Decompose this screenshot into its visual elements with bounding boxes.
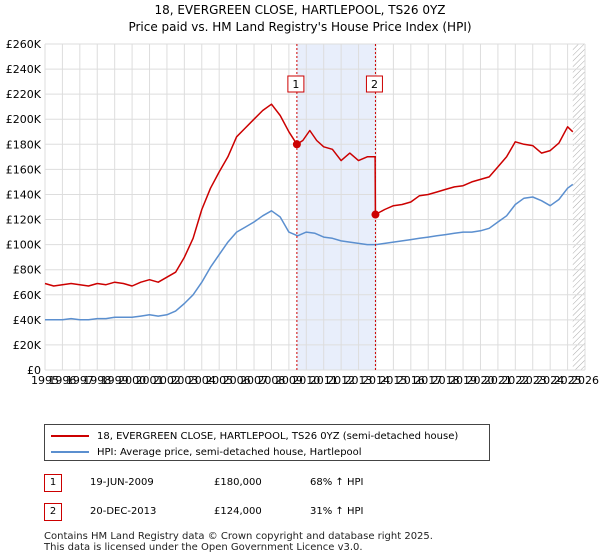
- x-tick-label: 2023: [519, 374, 547, 387]
- x-tick-label: 2019: [449, 374, 477, 387]
- ownership-period-shade: [296, 44, 376, 370]
- x-tick-label: 2007: [240, 374, 268, 387]
- sale-label-box-1: [287, 75, 305, 93]
- x-tick-label: 2024: [536, 374, 564, 387]
- sale-badge-1: 1: [44, 474, 62, 492]
- x-tick-label: 2022: [501, 374, 529, 387]
- x-tick-label: 2006: [223, 374, 251, 387]
- x-tick-label: 2003: [170, 374, 198, 387]
- x-tick-label: 2020: [466, 374, 494, 387]
- x-tick-label: 2005: [205, 374, 233, 387]
- sale-label-box-2: [365, 75, 383, 93]
- sale-label-2: 2: [371, 78, 378, 91]
- sale-point-2: [371, 210, 380, 219]
- hpi-line: [45, 183, 574, 321]
- x-tick-label: 2004: [188, 374, 216, 387]
- x-tick-label: 1997: [66, 374, 94, 387]
- y-tick-label: £240K: [6, 63, 42, 76]
- y-tick-label: £80K: [13, 264, 42, 277]
- sale-point-1: [292, 140, 301, 149]
- sale-badge-2: 2: [44, 503, 62, 521]
- x-tick-label: 2021: [484, 374, 512, 387]
- x-tick-label: 2014: [362, 374, 390, 387]
- forecast-hatch: [572, 44, 585, 370]
- x-tick-label: 2008: [257, 374, 285, 387]
- x-tick-label: 2017: [414, 374, 442, 387]
- footer-attribution: Contains HM Land Registry data © Crown c…: [44, 531, 433, 553]
- y-tick-label: £180K: [6, 138, 42, 151]
- y-tick-label: £200K: [6, 113, 42, 126]
- legend-item-property: 18, EVERGREEN CLOSE, HARTLEPOOL, TS26 0Y…: [51, 428, 458, 444]
- x-tick-label: 2012: [327, 374, 355, 387]
- sale-date-1: 19-JUN-2009: [90, 477, 154, 488]
- y-tick-label: £160K: [6, 163, 42, 176]
- y-tick-label: £100K: [6, 239, 42, 252]
- legend: 18, EVERGREEN CLOSE, HARTLEPOOL, TS26 0Y…: [44, 424, 490, 461]
- y-tick-label: £20K: [13, 339, 42, 352]
- sale-label-1: 1: [292, 78, 299, 91]
- legend-swatch-property: [51, 435, 89, 437]
- x-tick-label: 1998: [83, 374, 111, 387]
- legend-item-hpi: HPI: Average price, semi-detached house,…: [51, 444, 362, 460]
- legend-label-hpi: HPI: Average price, semi-detached house,…: [97, 446, 362, 458]
- x-tick-label: 2001: [136, 374, 164, 387]
- y-tick-label: £260K: [6, 38, 42, 51]
- x-tick-label: 2018: [432, 374, 460, 387]
- x-tick-label: 1996: [48, 374, 76, 387]
- x-tick-label: 1995: [31, 374, 59, 387]
- sale-price-2: £124,000: [214, 506, 262, 517]
- y-tick-label: £40K: [13, 314, 42, 327]
- x-tick-label: 2009: [275, 374, 303, 387]
- chart-title: 18, EVERGREEN CLOSE, HARTLEPOOL, TS26 0Y…: [154, 3, 445, 17]
- sale-hpi-1: 68% ↑ HPI: [310, 477, 364, 488]
- x-tick-label: 2015: [379, 374, 407, 387]
- x-tick-label: 2026: [571, 374, 599, 387]
- x-tick-label: 2011: [310, 374, 338, 387]
- x-tick-label: 2025: [554, 374, 582, 387]
- y-tick-label: £60K: [13, 289, 42, 302]
- chart-subtitle: Price paid vs. HM Land Registry's House …: [128, 20, 471, 34]
- sale-hpi-2: 31% ↑ HPI: [310, 506, 364, 517]
- x-tick-label: 2016: [397, 374, 425, 387]
- y-tick-label: £220K: [6, 88, 42, 101]
- legend-label-property: 18, EVERGREEN CLOSE, HARTLEPOOL, TS26 0Y…: [97, 430, 459, 442]
- x-tick-label: 2013: [345, 374, 373, 387]
- y-tick-label: £140K: [6, 188, 42, 201]
- legend-swatch-hpi: [51, 451, 89, 453]
- x-tick-label: 1999: [101, 374, 129, 387]
- x-tick-label: 2002: [153, 374, 181, 387]
- sale-date-2: 20-DEC-2013: [90, 506, 157, 517]
- y-tick-label: £120K: [6, 214, 42, 227]
- x-tick-label: 2000: [118, 374, 146, 387]
- sale-price-1: £180,000: [214, 477, 262, 488]
- y-tick-label: £0: [27, 364, 41, 377]
- price-chart: 18, EVERGREEN CLOSE, HARTLEPOOL, TS26 0Y…: [6, 3, 599, 387]
- property-price-line: [44, 103, 574, 287]
- x-tick-label: 2010: [292, 374, 320, 387]
